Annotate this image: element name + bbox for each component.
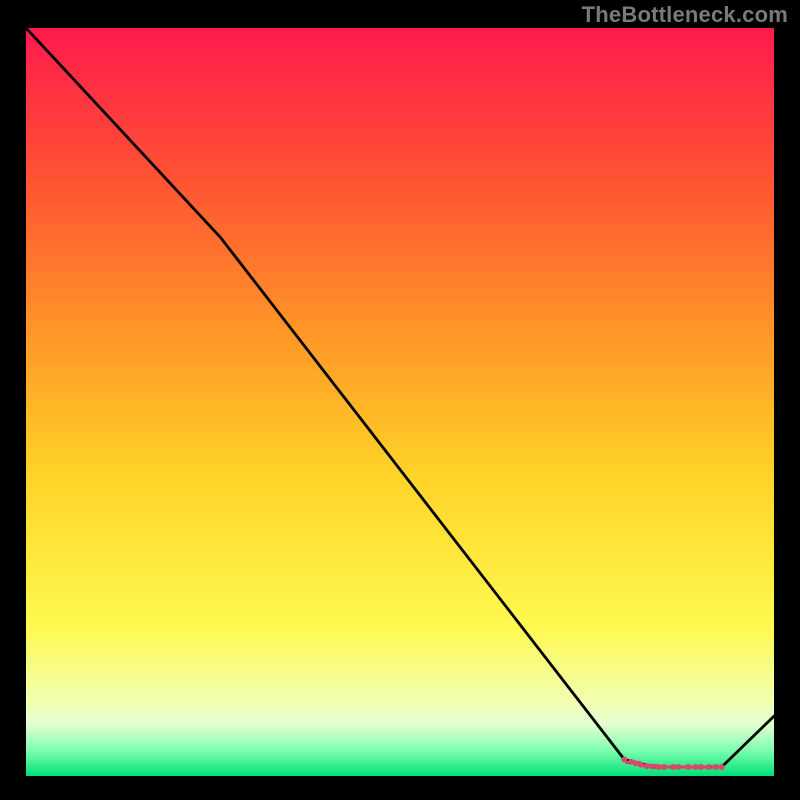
plot-background	[26, 28, 774, 776]
chart-frame: TheBottleneck.com	[0, 0, 800, 800]
watermark-text: TheBottleneck.com	[582, 2, 788, 28]
chart-svg	[26, 28, 774, 776]
